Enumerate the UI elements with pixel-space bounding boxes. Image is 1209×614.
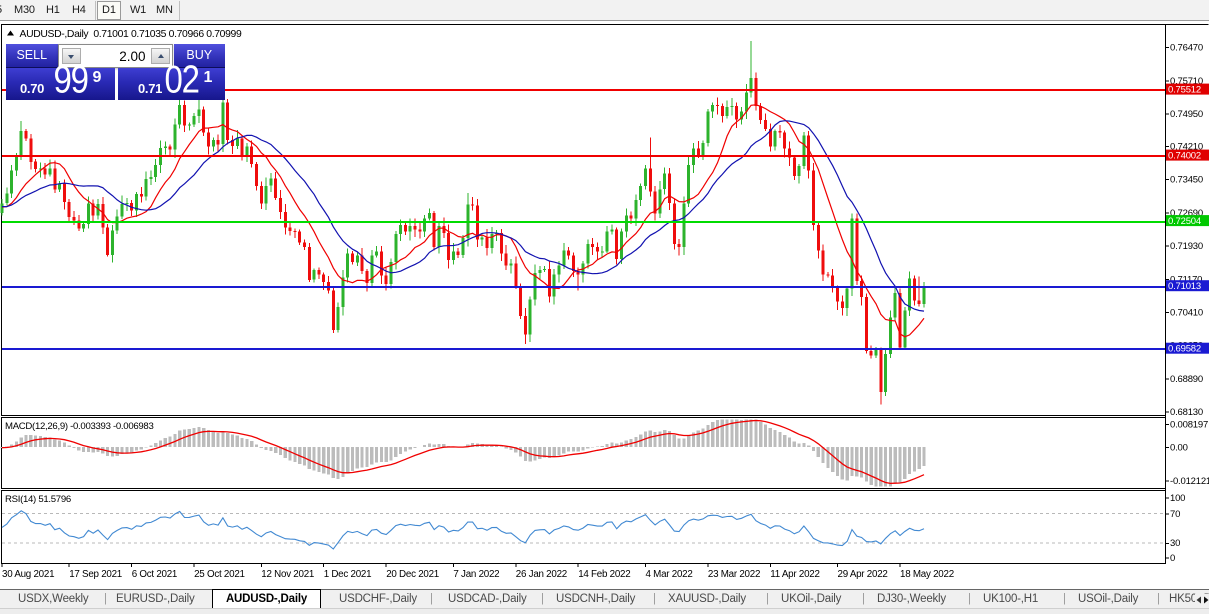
svg-text:17 Sep 2021: 17 Sep 2021 — [69, 569, 122, 580]
svg-text:-0.012121: -0.012121 — [1170, 476, 1209, 487]
svg-text:7 Jan 2022: 7 Jan 2022 — [453, 569, 499, 580]
svg-text:0.74950: 0.74950 — [1170, 109, 1203, 120]
svg-text:12 Nov 2021: 12 Nov 2021 — [261, 569, 314, 580]
svg-text:11 Apr 2022: 11 Apr 2022 — [770, 569, 819, 580]
svg-text:0: 0 — [1170, 553, 1175, 564]
svg-text:0.72504: 0.72504 — [1168, 216, 1201, 227]
svg-text:MACD(12,26,9) -0.003393 -0.006: MACD(12,26,9) -0.003393 -0.006983 — [5, 421, 154, 432]
svg-text:0.71013: 0.71013 — [1168, 281, 1201, 292]
svg-text:0.008197: 0.008197 — [1170, 420, 1208, 431]
svg-text:0.00: 0.00 — [1170, 442, 1188, 453]
svg-text:4 Mar 2022: 4 Mar 2022 — [646, 569, 693, 580]
svg-text:14 Feb 2022: 14 Feb 2022 — [578, 569, 630, 580]
svg-text:0.68890: 0.68890 — [1170, 374, 1203, 385]
svg-text:18 May 2022: 18 May 2022 — [900, 569, 954, 580]
svg-text:0.69582: 0.69582 — [1168, 344, 1201, 355]
svg-text:0.72690: 0.72690 — [1170, 208, 1203, 219]
svg-text:0.75710: 0.75710 — [1170, 76, 1203, 87]
svg-text:6 Oct 2021: 6 Oct 2021 — [132, 569, 177, 580]
svg-text:29 Apr 2022: 29 Apr 2022 — [838, 569, 888, 580]
svg-text:30: 30 — [1170, 538, 1180, 549]
svg-text:30 Aug 2021: 30 Aug 2021 — [2, 569, 54, 580]
svg-text:0.68130: 0.68130 — [1170, 407, 1203, 418]
svg-text:23 Mar 2022: 23 Mar 2022 — [708, 569, 760, 580]
svg-text:70: 70 — [1170, 509, 1180, 520]
svg-text:0.71170: 0.71170 — [1170, 274, 1202, 285]
svg-text:0.71930: 0.71930 — [1170, 241, 1203, 252]
svg-text:0.76470: 0.76470 — [1170, 43, 1203, 54]
svg-text:AUDUSD-,Daily 0.71001 0.71035: AUDUSD-,Daily 0.71001 0.71035 0.70966 0.… — [20, 29, 242, 40]
svg-text:0.74210: 0.74210 — [1170, 141, 1203, 152]
svg-text:25 Oct 2021: 25 Oct 2021 — [194, 569, 245, 580]
svg-text:0.70410: 0.70410 — [1170, 308, 1203, 319]
svg-text:0.75512: 0.75512 — [1168, 85, 1201, 96]
svg-text:0.74002: 0.74002 — [1168, 151, 1201, 162]
svg-text:RSI(14) 51.5796: RSI(14) 51.5796 — [5, 494, 71, 505]
svg-text:26 Jan 2022: 26 Jan 2022 — [516, 569, 567, 580]
svg-text:1 Dec 2021: 1 Dec 2021 — [324, 569, 372, 580]
svg-text:20 Dec 2021: 20 Dec 2021 — [386, 569, 439, 580]
svg-text:100: 100 — [1170, 493, 1185, 504]
svg-text:0.73450: 0.73450 — [1170, 175, 1203, 186]
